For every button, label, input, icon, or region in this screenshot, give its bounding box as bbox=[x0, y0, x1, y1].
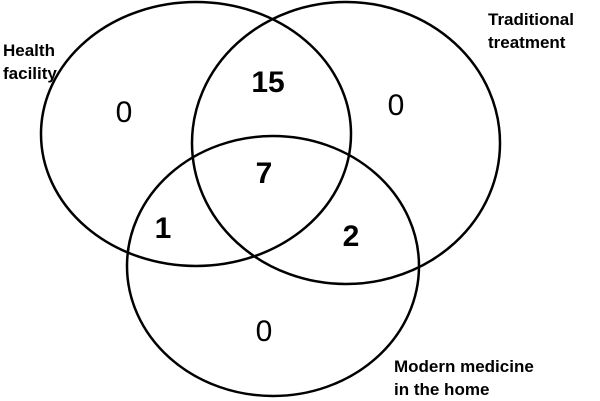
health-facility-circle bbox=[39, 0, 353, 268]
modern-medicine-circle bbox=[125, 134, 421, 398]
region-all-three: 7 bbox=[255, 157, 273, 190]
modern-medicine-label: Modern medicine in the home bbox=[394, 355, 534, 401]
traditional-treatment-label: Traditional treatment bbox=[488, 8, 574, 54]
region-health-and-modern: 1 bbox=[154, 212, 172, 245]
modern-medicine-label-line2: in the home bbox=[394, 380, 490, 399]
traditional-treatment-circle bbox=[190, 0, 502, 286]
health-facility-label-line2: facility bbox=[3, 64, 57, 83]
region-health-facility-only: 0 bbox=[115, 96, 133, 129]
health-facility-label-line1: Health bbox=[3, 41, 55, 60]
traditional-treatment-label-line2: treatment bbox=[488, 33, 566, 52]
region-traditional-and-modern: 2 bbox=[342, 220, 360, 253]
modern-medicine-label-line1: Modern medicine bbox=[394, 357, 534, 376]
region-traditional-only: 0 bbox=[387, 89, 405, 122]
health-facility-label: Health facility bbox=[3, 39, 57, 85]
traditional-treatment-label-line1: Traditional bbox=[488, 10, 574, 29]
region-modern-only: 0 bbox=[255, 315, 273, 348]
region-health-and-traditional: 15 bbox=[251, 66, 285, 99]
